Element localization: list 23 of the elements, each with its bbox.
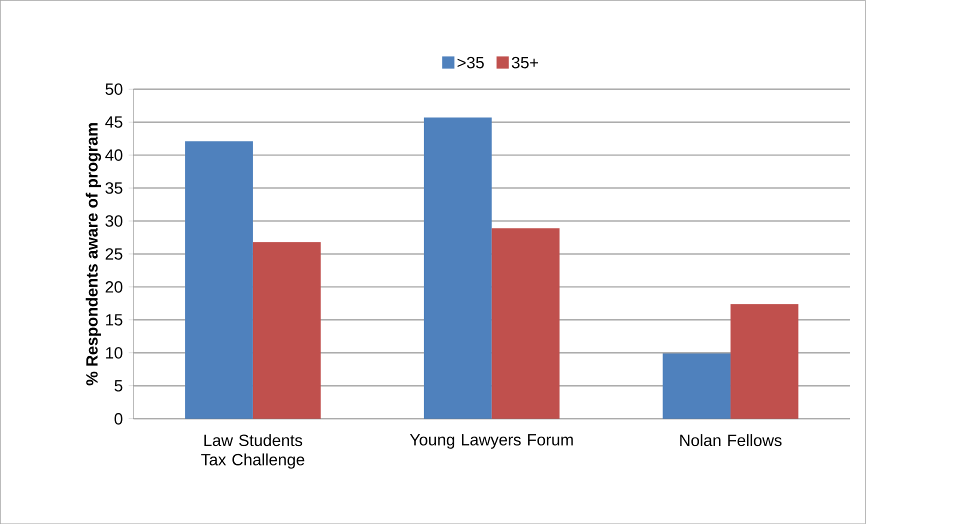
y-axis-title: % Respondents aware of program	[86, 123, 101, 386]
bar	[730, 304, 798, 419]
y-tick-label: 35	[105, 182, 122, 194]
y-tick-label: 15	[106, 314, 122, 326]
y-tick-label: 10	[106, 346, 122, 359]
bar	[252, 242, 321, 419]
bar	[185, 141, 253, 419]
y-tick-label: 20	[106, 281, 122, 293]
x-tick-label: Law Students Tax Challenge	[201, 434, 304, 469]
bar	[492, 228, 560, 419]
legend-label: >35	[458, 56, 484, 68]
y-tick-label: 40	[105, 149, 122, 161]
y-tick-label: 50	[106, 83, 122, 95]
bar	[424, 117, 492, 419]
y-tick-label: 45	[105, 116, 122, 128]
y-tick-label: 0	[114, 412, 122, 424]
legend-label: 35+	[512, 56, 538, 68]
x-tick-label: Nolan Fellows	[680, 434, 782, 446]
y-tick-label: 30	[105, 215, 122, 227]
x-tick-label: Young Lawyers Forum	[410, 434, 573, 449]
y-tick-label: 25	[106, 248, 122, 260]
y-tick-label: 5	[114, 380, 122, 392]
bar	[662, 353, 731, 419]
